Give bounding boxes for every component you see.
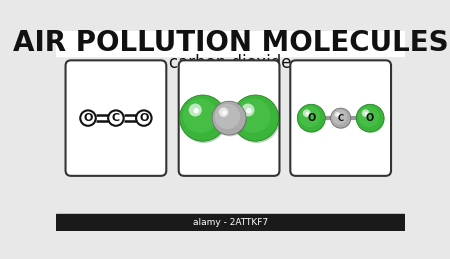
Circle shape bbox=[212, 101, 246, 135]
Bar bbox=[56, 214, 405, 231]
Circle shape bbox=[232, 95, 279, 141]
Circle shape bbox=[297, 104, 325, 132]
Circle shape bbox=[364, 112, 368, 115]
Text: O: O bbox=[307, 113, 315, 123]
Circle shape bbox=[183, 98, 218, 133]
Text: O: O bbox=[366, 113, 374, 123]
Circle shape bbox=[234, 97, 280, 143]
Text: C: C bbox=[338, 114, 344, 123]
Circle shape bbox=[189, 104, 202, 117]
Circle shape bbox=[299, 106, 320, 127]
Circle shape bbox=[222, 111, 226, 115]
Text: alamy - 2ATTKF7: alamy - 2ATTKF7 bbox=[193, 218, 268, 227]
Circle shape bbox=[358, 106, 379, 127]
Bar bbox=[56, 31, 405, 56]
Text: C: C bbox=[112, 113, 120, 123]
Circle shape bbox=[108, 110, 124, 126]
Circle shape bbox=[306, 112, 309, 115]
Text: O: O bbox=[139, 113, 149, 123]
Circle shape bbox=[236, 98, 270, 133]
Circle shape bbox=[357, 105, 385, 133]
Circle shape bbox=[337, 114, 339, 116]
FancyBboxPatch shape bbox=[66, 60, 166, 176]
Circle shape bbox=[303, 109, 310, 117]
Circle shape bbox=[242, 104, 255, 117]
Circle shape bbox=[180, 95, 226, 141]
Circle shape bbox=[331, 109, 351, 129]
Circle shape bbox=[298, 105, 326, 133]
Circle shape bbox=[180, 97, 227, 143]
Circle shape bbox=[136, 110, 152, 126]
Circle shape bbox=[362, 109, 369, 117]
Text: AIR POLLUTION MOLECULES: AIR POLLUTION MOLECULES bbox=[13, 30, 449, 57]
FancyBboxPatch shape bbox=[290, 60, 391, 176]
Circle shape bbox=[335, 112, 340, 117]
Circle shape bbox=[331, 108, 351, 128]
FancyBboxPatch shape bbox=[179, 60, 279, 176]
Circle shape bbox=[215, 104, 240, 129]
Text: carbon dioxide: carbon dioxide bbox=[169, 54, 292, 73]
Circle shape bbox=[219, 107, 229, 117]
Circle shape bbox=[356, 104, 384, 132]
Circle shape bbox=[80, 110, 96, 126]
Circle shape bbox=[246, 108, 252, 113]
Text: O: O bbox=[83, 113, 93, 123]
Circle shape bbox=[194, 108, 199, 113]
Circle shape bbox=[213, 103, 247, 136]
Circle shape bbox=[332, 110, 347, 125]
